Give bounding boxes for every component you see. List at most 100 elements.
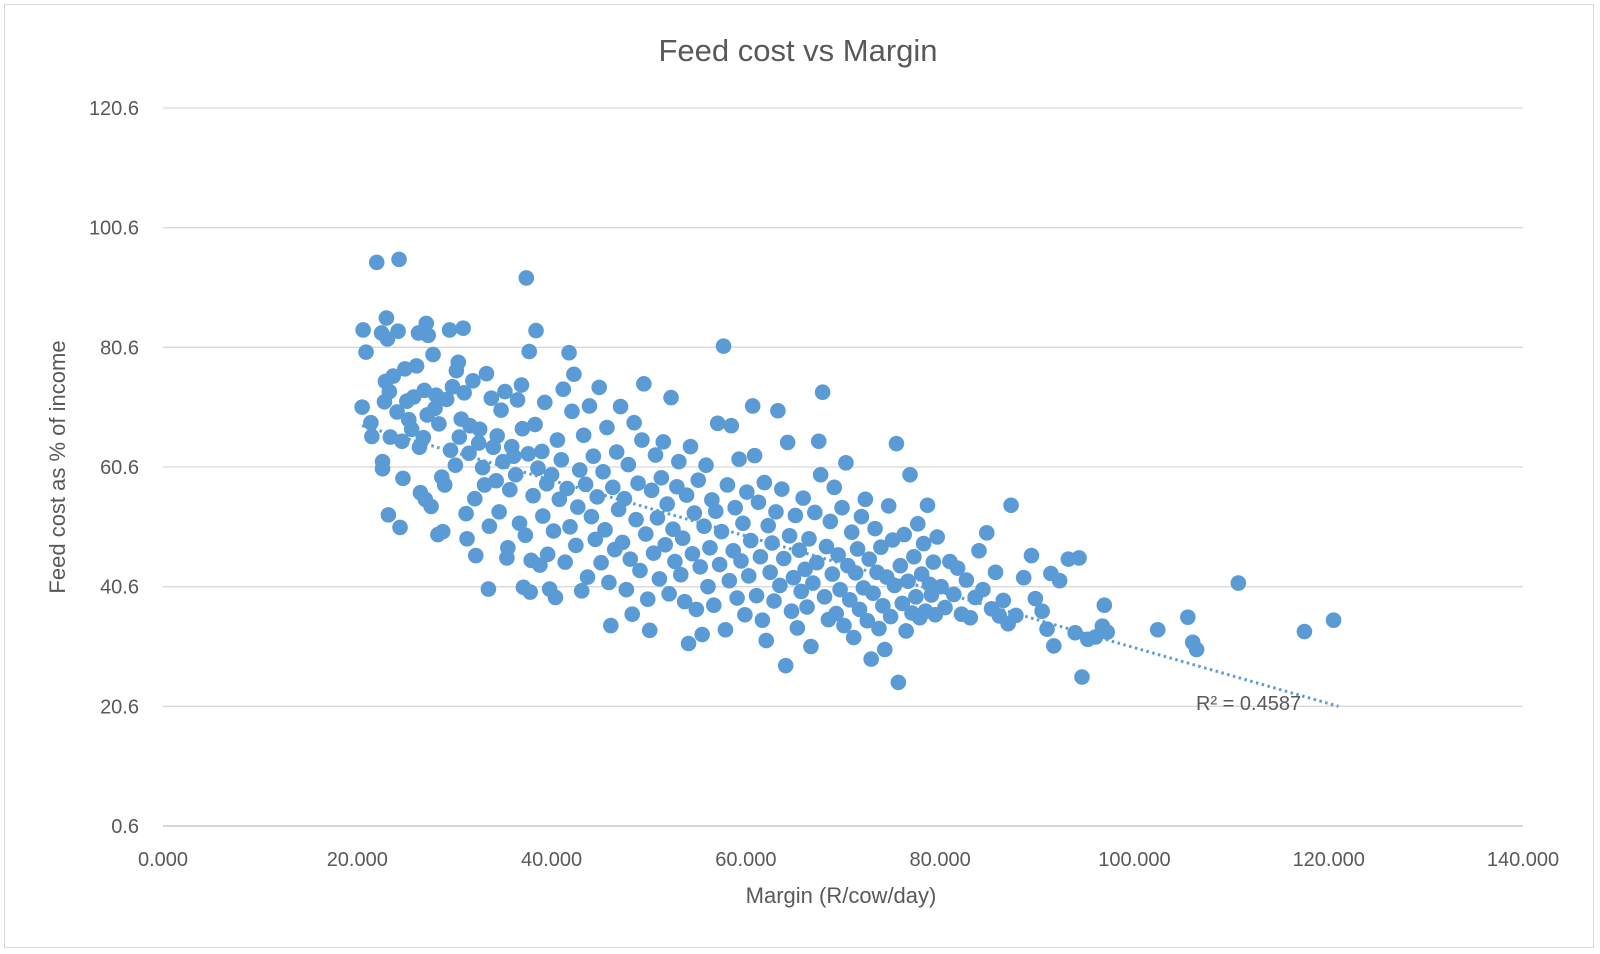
data-point xyxy=(597,522,613,538)
x-tick-label: 40.000 xyxy=(521,849,582,871)
data-point xyxy=(702,539,718,556)
data-point xyxy=(882,608,899,625)
data-point xyxy=(651,571,668,587)
data-point xyxy=(1034,603,1050,619)
data-point xyxy=(522,584,538,600)
data-point xyxy=(450,354,467,371)
data-point xyxy=(1325,612,1342,628)
data-point xyxy=(564,403,580,420)
data-point xyxy=(491,504,507,520)
data-point xyxy=(581,398,598,414)
data-point xyxy=(591,379,607,396)
data-point xyxy=(680,635,697,652)
data-point xyxy=(812,466,829,483)
data-point xyxy=(843,524,860,541)
data-point xyxy=(678,487,695,503)
data-point xyxy=(659,496,675,512)
data-point xyxy=(431,416,447,432)
data-point xyxy=(553,452,570,468)
data-point xyxy=(805,575,821,591)
data-point xyxy=(593,554,609,571)
data-point xyxy=(799,599,815,615)
data-point xyxy=(364,428,380,445)
data-point xyxy=(547,589,564,606)
data-point xyxy=(579,569,596,585)
data-point xyxy=(880,498,897,514)
data-point xyxy=(425,346,441,363)
data-point xyxy=(355,322,371,338)
data-point xyxy=(740,568,757,584)
data-point xyxy=(612,398,629,415)
data-point xyxy=(884,532,901,548)
x-tick-label: 60.000 xyxy=(715,849,776,871)
data-point xyxy=(636,376,652,392)
data-point xyxy=(1296,623,1313,640)
data-point xyxy=(791,542,808,558)
data-point xyxy=(378,310,395,326)
data-point xyxy=(783,603,800,619)
data-point xyxy=(900,573,916,590)
data-point xyxy=(539,546,556,563)
data-point xyxy=(910,516,926,532)
data-point xyxy=(1046,638,1062,654)
data-point xyxy=(599,419,615,436)
data-point xyxy=(655,434,672,450)
data-point xyxy=(781,528,798,544)
data-point xyxy=(416,382,433,399)
data-point xyxy=(1003,497,1019,514)
trendline xyxy=(361,424,1339,708)
data-point xyxy=(737,606,753,623)
data-point xyxy=(752,548,769,565)
data-point xyxy=(380,507,397,523)
data-point xyxy=(915,535,932,552)
data-point xyxy=(493,402,509,418)
data-point xyxy=(536,394,553,411)
data-point xyxy=(694,626,710,643)
data-point xyxy=(639,591,656,608)
data-point xyxy=(595,463,611,480)
data-point xyxy=(945,586,962,603)
r-squared-label: R² = 0.4587 xyxy=(1196,693,1301,715)
data-point xyxy=(706,597,722,614)
data-point xyxy=(836,617,852,634)
data-point xyxy=(415,429,432,446)
data-point xyxy=(863,651,879,667)
data-point xyxy=(468,547,484,564)
data-point xyxy=(1039,621,1055,637)
data-point xyxy=(456,385,472,401)
data-point xyxy=(549,432,566,448)
y-tick-label: 0.6 xyxy=(111,816,139,838)
data-point xyxy=(447,457,464,474)
data-point xyxy=(643,482,660,499)
data-point xyxy=(797,561,813,578)
data-point xyxy=(608,444,625,460)
y-tick-label: 40.6 xyxy=(100,577,139,599)
data-point xyxy=(532,557,548,573)
data-point xyxy=(641,622,658,639)
data-point xyxy=(785,569,802,586)
data-point xyxy=(587,531,604,548)
data-point xyxy=(937,599,953,616)
data-point xyxy=(616,490,633,507)
data-point xyxy=(898,623,914,639)
data-point xyxy=(545,523,562,539)
data-point xyxy=(717,621,734,638)
data-point xyxy=(838,455,854,471)
data-point xyxy=(1180,609,1196,625)
data-point xyxy=(528,322,544,339)
data-point xyxy=(408,358,425,374)
data-point xyxy=(603,617,619,634)
data-point xyxy=(559,480,575,497)
data-point xyxy=(709,415,726,432)
data-point xyxy=(397,361,413,377)
data-point xyxy=(1071,550,1087,566)
data-point xyxy=(810,433,827,450)
data-point xyxy=(530,460,546,476)
x-axis-label: Margin (R/cow/day) xyxy=(746,883,937,908)
data-point xyxy=(618,581,635,598)
x-tick-label: 100.000 xyxy=(1098,849,1170,871)
data-point xyxy=(500,539,516,556)
data-point xyxy=(770,402,786,419)
data-point xyxy=(374,460,391,477)
